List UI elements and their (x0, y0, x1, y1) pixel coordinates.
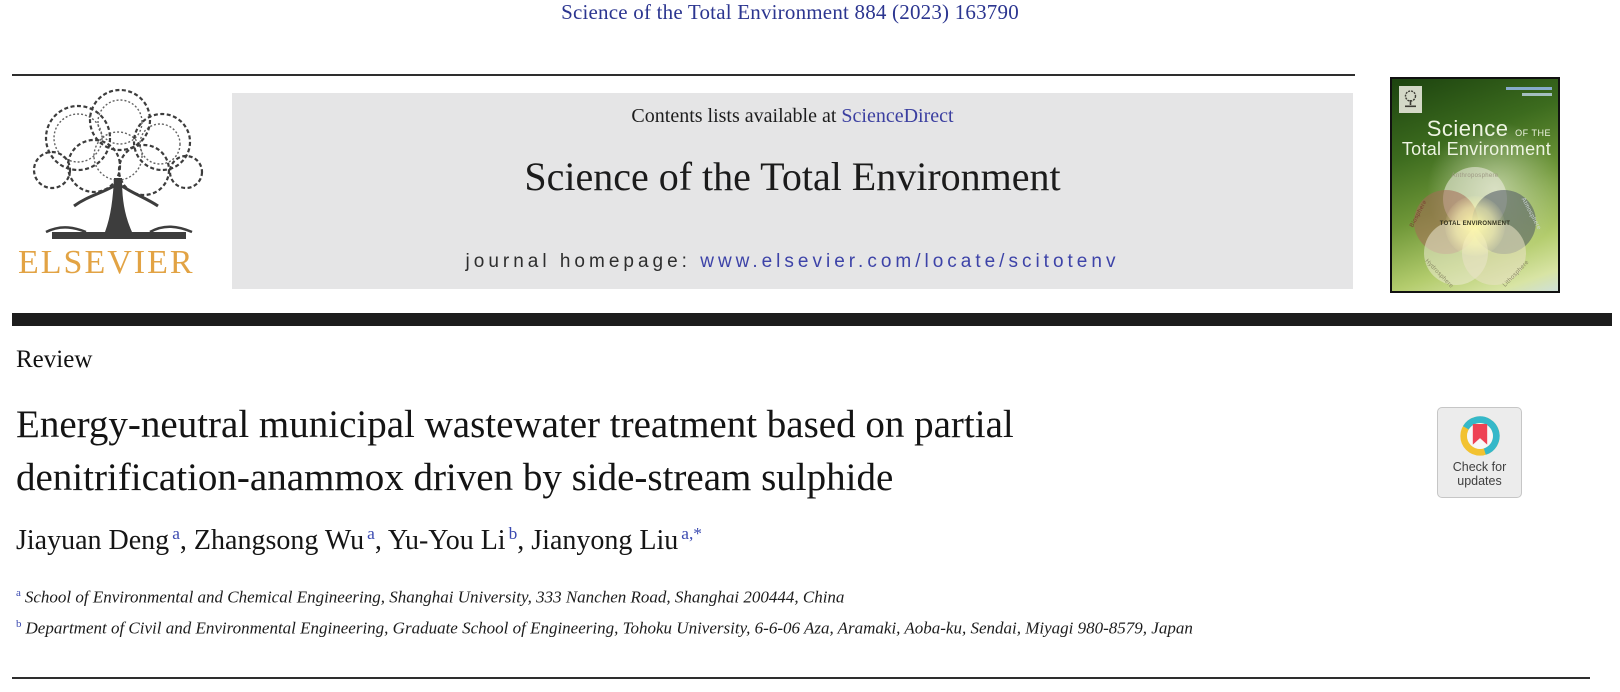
cover-top-right-text-lines (1506, 87, 1552, 96)
contents-line: Contents lists available at ScienceDirec… (232, 105, 1353, 128)
journal-cover-thumbnail: Science OF THE Total Environment Anthrop… (1390, 77, 1560, 293)
cover-title-total-environment: Total Environment (1401, 139, 1551, 160)
homepage-line: journal homepage: www.elsevier.com/locat… (232, 251, 1353, 273)
author-separator: , (374, 525, 388, 557)
badge-label-line1: Check for (1452, 460, 1507, 474)
cover-tree-icon (1404, 90, 1417, 108)
author-affiliation-sup: a (172, 524, 180, 543)
article-title-line2: denitrification-anammox driven by side-s… (16, 456, 894, 499)
affiliation: b Department of Civil and Environmental E… (16, 611, 1193, 642)
article-title-line1: Energy-neutral municipal wastewater trea… (16, 403, 1014, 446)
author-name: Jiayuan Deng (16, 525, 170, 557)
crossmark-icon (1459, 416, 1500, 456)
homepage-prefix: journal homepage: (465, 251, 701, 272)
badge-label: Check for updates (1453, 460, 1507, 488)
author-affiliation-sup: a (367, 524, 375, 543)
homepage-url-link[interactable]: www.elsevier.com/locate/scitotenv (700, 251, 1120, 272)
cover-title-science: Science (1426, 116, 1509, 141)
cover-elsevier-mark (1399, 86, 1422, 113)
top-divider (12, 74, 1355, 76)
contents-prefix: Contents lists available at (631, 105, 842, 127)
cover-center-label: TOTAL ENVIRONMENT (1439, 221, 1511, 227)
author: Jianyong Liu a,* (531, 524, 702, 557)
author-affiliation-sup: b (508, 524, 518, 543)
petal-label: Anthroposphere (1451, 173, 1499, 179)
cover-title-ofthe: OF THE (1515, 128, 1551, 138)
affiliation: a School of Environmental and Chemical En… (16, 580, 1193, 611)
cover-title: Science OF THE Total Environment (1395, 117, 1551, 159)
article-title: Energy-neutral municipal wastewater trea… (16, 398, 1014, 504)
journal-citation: Science of the Total Environment 884 (20… (561, 0, 1019, 24)
affiliation-list: a School of Environmental and Chemical En… (16, 580, 1193, 641)
sciencedirect-link[interactable]: ScienceDirect (841, 105, 954, 127)
elsevier-wordmark: ELSEVIER (18, 244, 195, 281)
elsevier-tree-icon (32, 88, 204, 239)
author: Jiayuan Deng a, (16, 524, 194, 557)
check-for-updates-badge[interactable]: Check for updates (1437, 407, 1522, 498)
author: Zhangsong Wu a, (193, 524, 388, 557)
author-affiliation-sup: a,* (681, 524, 702, 543)
affiliation-sup: b (16, 617, 22, 630)
badge-label-line2: updates (1457, 474, 1502, 488)
author-name: Jianyong Liu (531, 525, 679, 557)
elsevier-logo: ELSEVIER (14, 84, 232, 290)
article-type-label: Review (16, 346, 93, 373)
author-name: Yu-You Li (387, 525, 506, 557)
author-separator: , (517, 525, 532, 557)
journal-title: Science of the Total Environment (524, 154, 1061, 199)
author-name: Zhangsong Wu (193, 525, 365, 557)
bottom-divider (12, 677, 1590, 679)
affiliation-text: School of Environmental and Chemical Eng… (24, 587, 845, 607)
author-separator: , (179, 525, 194, 557)
author-list: Jiayuan Deng a, Zhangsong Wu a, Yu-You Li b… (16, 524, 702, 557)
masthead-box: Contents lists available at ScienceDirec… (232, 93, 1353, 289)
affiliation-sup: a (16, 587, 21, 599)
affiliation-text: Department of Civil and Environmental En… (25, 618, 1193, 638)
section-divider-bar (12, 313, 1612, 326)
cover-spheres-diagram: Anthroposphere Biosphere Atmosphere Hydr… (1409, 167, 1541, 290)
center-glow (1445, 196, 1505, 256)
author: Yu-You Li b, (387, 524, 532, 557)
